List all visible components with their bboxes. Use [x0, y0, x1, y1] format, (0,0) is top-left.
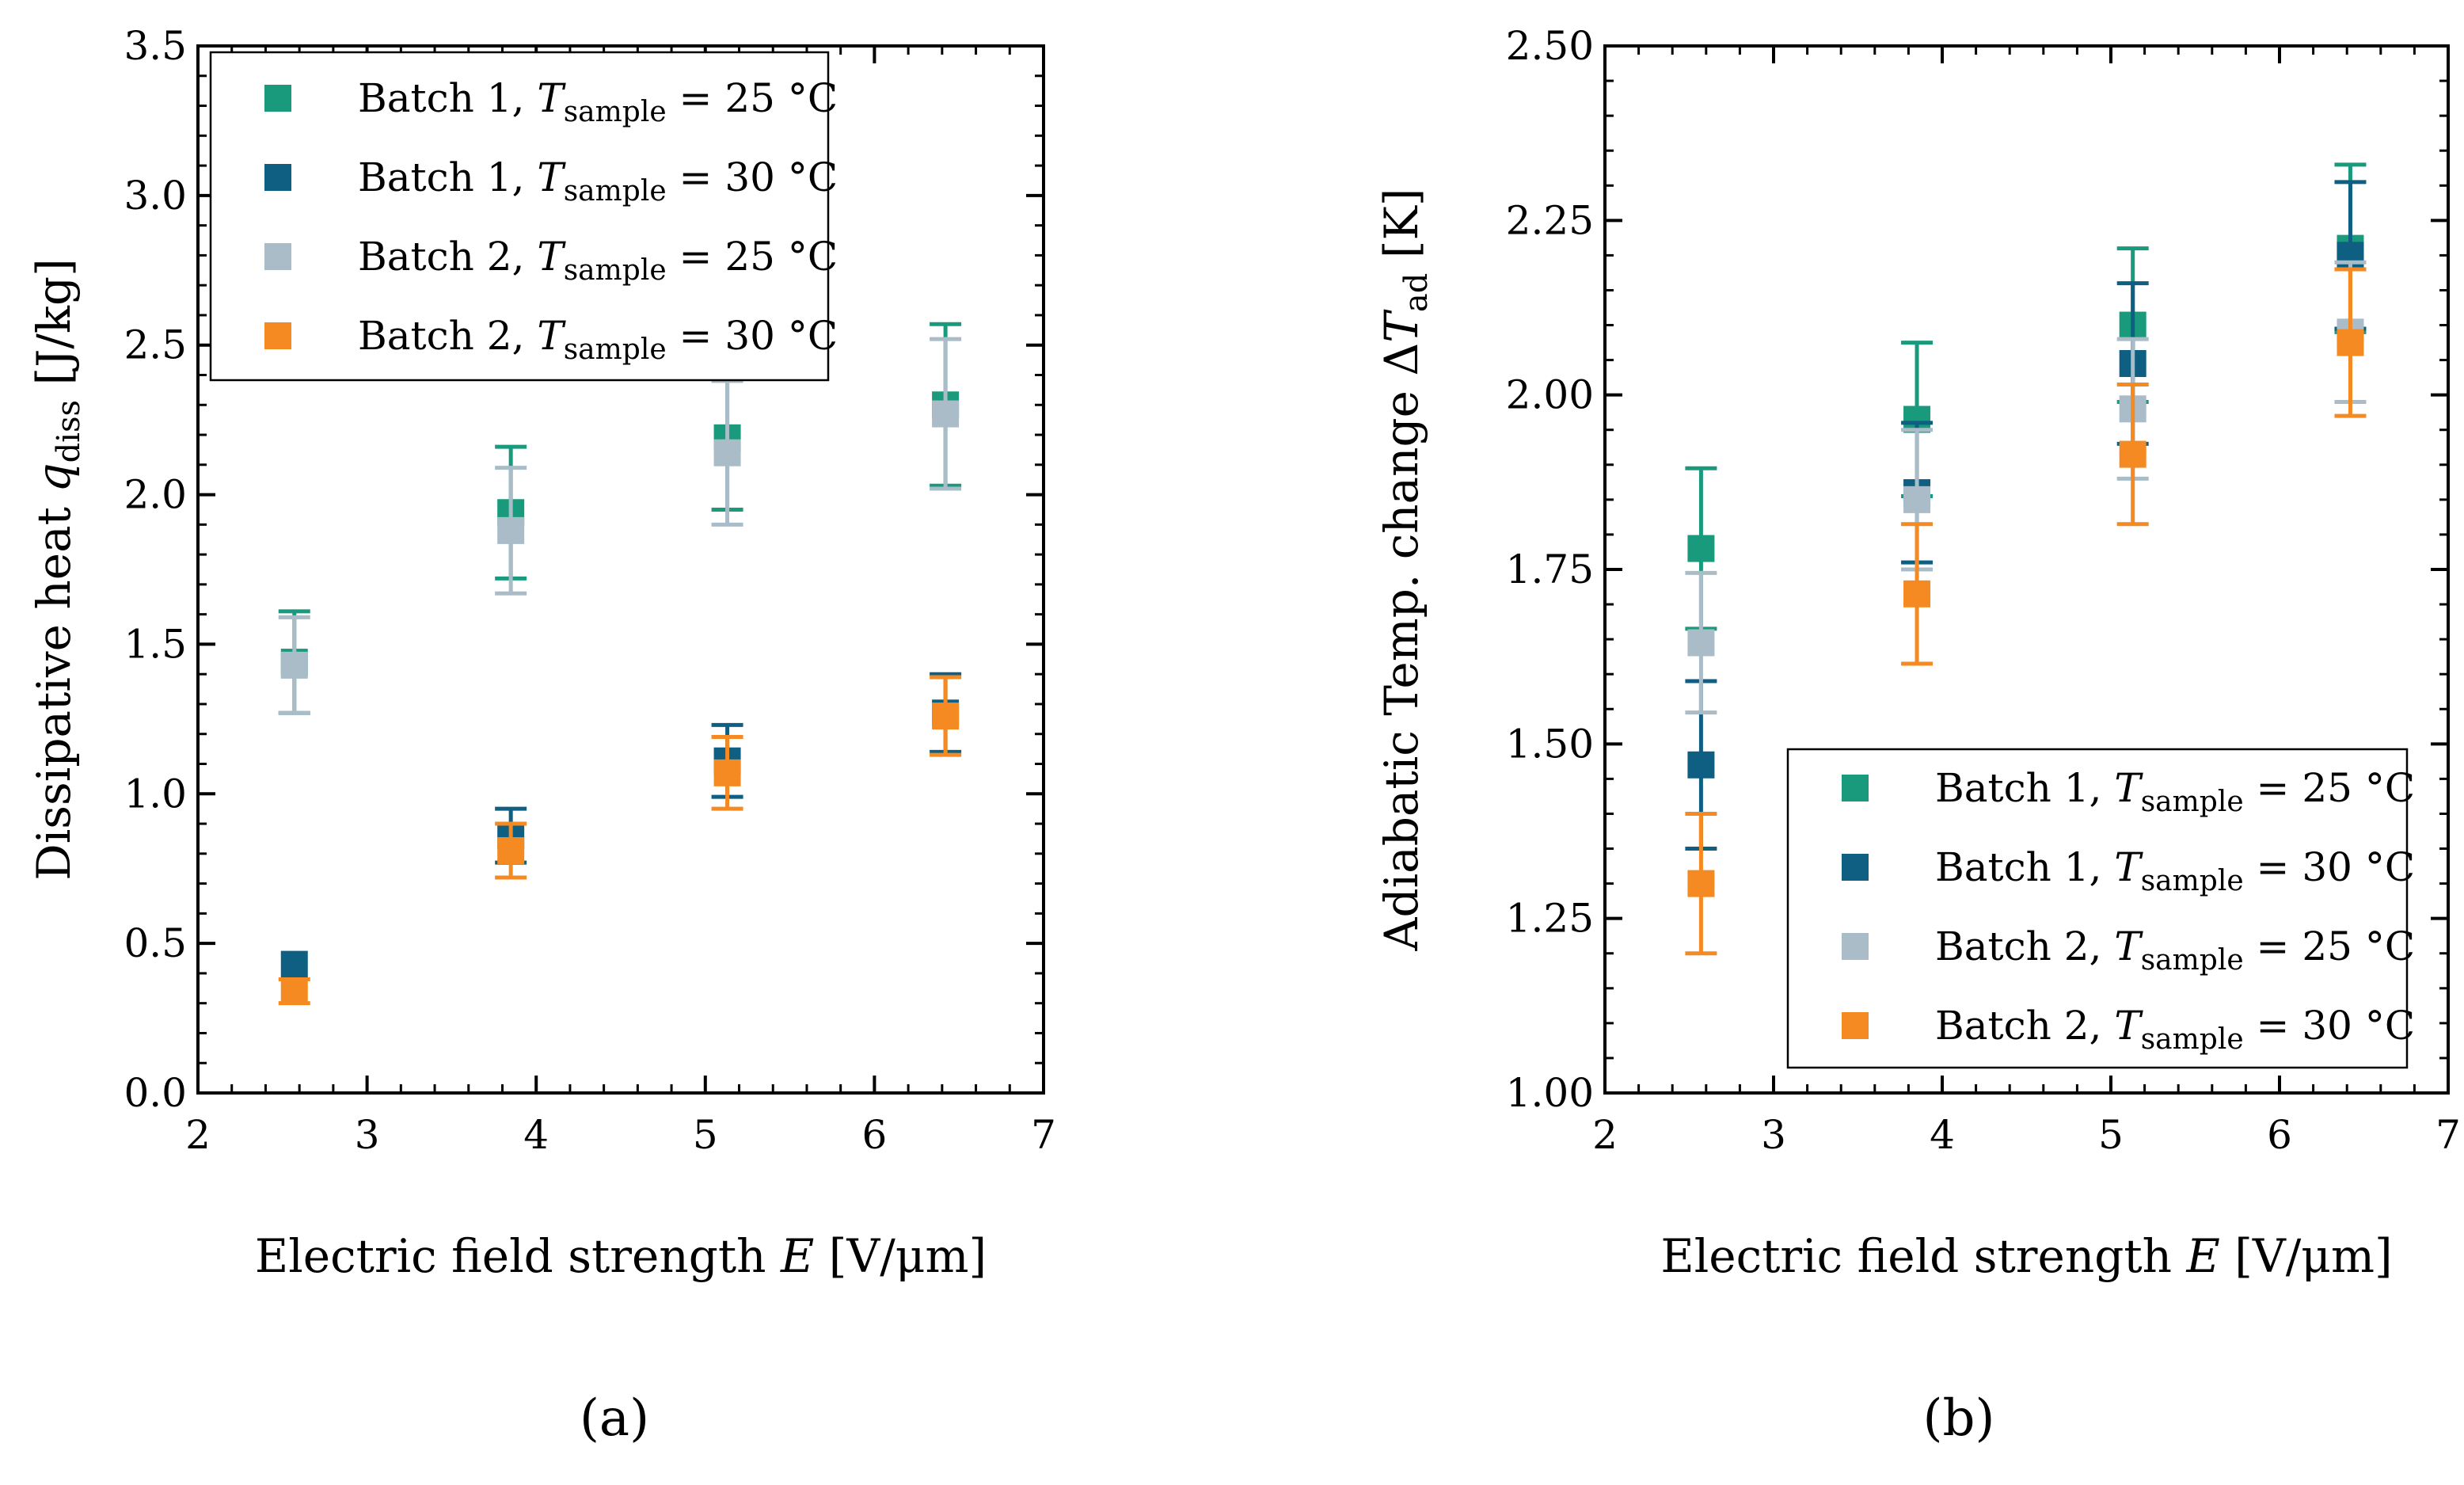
- data-point: [1687, 870, 1715, 897]
- series-3: [278, 337, 962, 715]
- legend-swatch: [1842, 933, 1869, 960]
- data-point: [1687, 629, 1715, 657]
- panel-b-chart: 2 3 4 5 6 7 1.00 1.25 1.50 1.75 2.00 2.25 2.50 Electr…: [1375, 23, 2461, 1283]
- x-tick-label: 5: [693, 1112, 718, 1158]
- x-tick-label: 4: [1930, 1112, 1955, 1158]
- legend-swatch: [264, 322, 291, 349]
- data-point: [2119, 440, 2146, 468]
- data-point: [280, 651, 308, 679]
- panel-a-chart: 2 3 4 5 6 7 0.0 0.5 1.0 1.5 2.0 2.5 3.0 3.5 Electric f…: [27, 23, 1056, 1283]
- series-4: [278, 675, 962, 1006]
- y-tick-label: 2.25: [1506, 197, 1594, 243]
- data-point: [932, 400, 960, 428]
- legend-box: [1786, 748, 2409, 1069]
- y-tick-label: 2.50: [1506, 23, 1594, 69]
- legend-swatch: [1842, 1012, 1869, 1039]
- series-3: [1685, 260, 2367, 715]
- y-tick-label: 1.50: [1506, 721, 1594, 767]
- series-1: [1685, 162, 2367, 631]
- legend: Batch 1, Tsample = 25 °C Batch 1, Tsample…: [209, 51, 838, 382]
- data-point: [280, 977, 308, 1005]
- data-point: [713, 759, 741, 786]
- y-tick-label: 2.5: [124, 322, 187, 368]
- data-point: [1903, 580, 1931, 607]
- x-tick-label: 2: [1592, 1112, 1618, 1158]
- y-tick-label: 0.5: [124, 920, 187, 966]
- series-4: [1685, 267, 2367, 956]
- data-point: [497, 837, 525, 865]
- data-point: [497, 516, 525, 544]
- x-tick-label: 2: [185, 1112, 211, 1158]
- legend-label: Batch 2, Tsample = 25 °C: [358, 234, 838, 287]
- series-1: [278, 322, 962, 715]
- y-tick-label: 2.0: [124, 472, 187, 518]
- legend-label: Batch 2, Tsample = 25 °C: [1935, 923, 2415, 977]
- data-point: [932, 703, 960, 730]
- data-point: [1687, 751, 1715, 779]
- legend-label: Batch 2, Tsample = 30 °C: [1935, 1003, 2415, 1056]
- y-tick-label: 2.00: [1506, 372, 1594, 418]
- x-tick-label: 6: [861, 1112, 887, 1158]
- x-tick-label: 3: [1761, 1112, 1786, 1158]
- y-tick-label: 1.5: [124, 621, 187, 667]
- legend-label: Batch 1, Tsample = 25 °C: [358, 75, 838, 128]
- x-axis-title: Electric field strength E [V/μm]: [1660, 1229, 2392, 1283]
- legend-label: Batch 1, Tsample = 30 °C: [1935, 844, 2415, 897]
- data-point: [1903, 485, 1931, 513]
- x-tick-label: 5: [2098, 1112, 2124, 1158]
- y-tick-label: 1.0: [124, 771, 187, 817]
- data-point: [2337, 329, 2364, 356]
- data-point: [280, 950, 308, 978]
- data-point: [713, 439, 741, 466]
- y-axis-title: Dissipative heat qdiss [J/kg]: [27, 258, 87, 881]
- x-tick-label: 7: [2435, 1112, 2461, 1158]
- legend-label: Batch 1, Tsample = 30 °C: [358, 154, 838, 208]
- legend-swatch: [264, 85, 291, 112]
- legend-label: Batch 2, Tsample = 30 °C: [358, 313, 838, 366]
- plot-frame: [196, 44, 1045, 1095]
- panel-b-label: (b): [1923, 1389, 1995, 1448]
- legend: Batch 1, Tsample = 25 °C Batch 1, Tsample…: [1786, 748, 2415, 1069]
- data-point: [1687, 535, 1715, 562]
- y-tick-label: 3.5: [124, 23, 187, 69]
- legend-label: Batch 1, Tsample = 25 °C: [1935, 765, 2415, 818]
- legend-swatch: [1842, 854, 1869, 881]
- legend-swatch: [264, 243, 291, 270]
- x-tick-label: 7: [1031, 1112, 1056, 1158]
- y-tick-label: 1.25: [1506, 896, 1594, 942]
- legend-swatch: [264, 164, 291, 191]
- series-2: [280, 672, 962, 978]
- legend-box: [209, 51, 830, 382]
- panel-a-label: (a): [580, 1389, 649, 1448]
- legend-swatch: [1842, 775, 1869, 802]
- y-axis-title: Adiabatic Temp. change ΔTad [K]: [1375, 188, 1435, 952]
- x-tick-label: 6: [2267, 1112, 2292, 1158]
- y-tick-label: 1.75: [1506, 546, 1594, 592]
- y-tick-label: 3.0: [124, 173, 187, 219]
- x-tick-label: 4: [523, 1112, 549, 1158]
- y-tick-label: 1.00: [1506, 1070, 1594, 1116]
- y-tick-label: 0.0: [124, 1070, 187, 1116]
- x-axis-title: Electric field strength E [V/μm]: [255, 1229, 987, 1283]
- x-tick-label: 3: [355, 1112, 380, 1158]
